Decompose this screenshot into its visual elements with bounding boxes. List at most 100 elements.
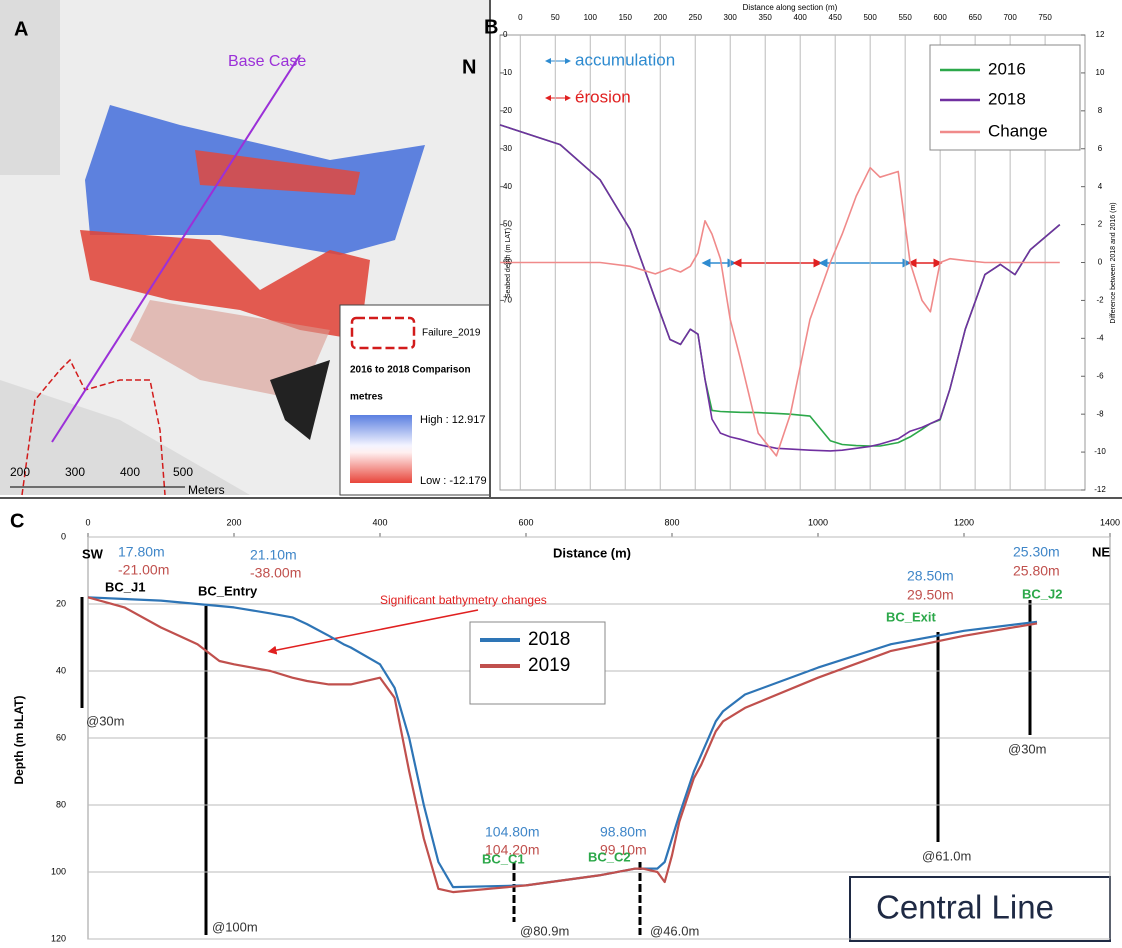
x-tick-label: 0 (518, 13, 523, 22)
legend-low: Low : -12.179 (420, 475, 487, 487)
x-tick-label: 100 (584, 13, 598, 22)
annotation: 25.80m (1013, 563, 1060, 579)
series-line (500, 168, 1060, 456)
x-tick-label: 200 (226, 517, 241, 527)
y2-tick-label: -8 (1096, 409, 1104, 418)
y-tick-label: 10 (503, 68, 512, 77)
annotation: @80.9m (520, 923, 569, 938)
y2-tick-label: -10 (1094, 447, 1106, 456)
annotation: SW (82, 546, 104, 561)
x-tick-label: 0 (85, 517, 90, 527)
legend-label: 2019 (528, 655, 570, 676)
legend-label: 2016 (988, 59, 1026, 78)
x-tick-label: 300 (724, 13, 738, 22)
y2-tick-label: 6 (1098, 144, 1103, 153)
y2-tick-label: 2 (1098, 220, 1103, 229)
y2-axis-label: Difference between 2018 and 2016 (m) (1110, 202, 1117, 323)
x-tick-label: 450 (829, 13, 843, 22)
legend-unit: metres (350, 392, 383, 403)
x-tick-label: 350 (759, 13, 773, 22)
y-tick-label: 0 (61, 531, 66, 541)
annotation: érosion (575, 87, 631, 106)
y-tick-label: 40 (503, 182, 512, 191)
y-tick-label: 20 (56, 598, 66, 608)
legend-label: Change (988, 121, 1048, 140)
x-tick-label: 550 (898, 13, 912, 22)
y2-tick-label: 10 (1096, 68, 1105, 77)
y2-tick-label: 4 (1098, 182, 1103, 191)
legend-label: 2018 (988, 89, 1026, 108)
y2-tick-label: -12 (1094, 485, 1106, 494)
x-tick-label: 1200 (954, 517, 974, 527)
north-arrow: N (462, 56, 476, 78)
annotation: BC_J2 (1022, 586, 1062, 601)
annotation: 29.50m (907, 587, 954, 603)
legend-high: High : 12.917 (420, 414, 485, 426)
annotation: 25.30m (1013, 544, 1060, 560)
y-axis-label: Depth (m bLAT) (12, 695, 26, 784)
annotation: accumulation (575, 50, 675, 69)
panel-label: A (14, 18, 28, 40)
annotation: @30m (1008, 741, 1047, 756)
x-axis-label: Distance along section (m) (743, 3, 838, 12)
x-tick-label: 200 (654, 13, 668, 22)
x-tick-label: 750 (1038, 13, 1052, 22)
y-tick-label: 30 (503, 144, 512, 153)
annotation: @61.0m (922, 848, 971, 863)
x-tick-label: 400 (372, 517, 387, 527)
scale-unit: Meters (188, 483, 225, 497)
x-tick-label: 50 (551, 13, 560, 22)
y-tick-label: 20 (503, 106, 512, 115)
y2-tick-label: 12 (1096, 30, 1105, 39)
y-tick-label: 50 (503, 220, 512, 229)
annotation: BC_J1 (105, 579, 145, 594)
scale-label: 400 (120, 465, 140, 479)
color-ramp (350, 415, 412, 483)
x-tick-label: 250 (689, 13, 703, 22)
y-tick-label: 60 (56, 732, 66, 742)
scale-label: 500 (173, 465, 193, 479)
y-tick-label: 120 (51, 933, 66, 943)
y2-tick-label: -2 (1096, 296, 1104, 305)
x-tick-label: 150 (619, 13, 633, 22)
x-tick-label: 1000 (808, 517, 828, 527)
annotation: NE (1092, 544, 1110, 559)
annotation: 21.10m (250, 547, 297, 563)
series-line (500, 125, 1060, 451)
annotation: 104.80m (485, 824, 539, 840)
y-tick-label: 100 (51, 866, 66, 876)
y2-tick-label: 8 (1098, 106, 1103, 115)
legend-label: Failure_2019 (422, 328, 481, 339)
annotation: Significant bathymetry changes (380, 593, 547, 607)
y-tick-label: 80 (56, 799, 66, 809)
x-tick-label: 600 (518, 517, 533, 527)
annotation: BC_C2 (588, 849, 631, 864)
panel-label: B (484, 16, 498, 38)
annotation: 17.80m (118, 544, 165, 560)
legend-label: 2018 (528, 629, 570, 650)
section-label: Base Case (228, 53, 306, 70)
map-panel: Base Case N 200 300 400 500 Meters Failu… (0, 0, 490, 497)
y2-tick-label: -4 (1096, 333, 1104, 342)
x-tick-label: 400 (794, 13, 808, 22)
x-tick-label: 800 (664, 517, 679, 527)
scale-label: 300 (65, 465, 85, 479)
annotation: 28.50m (907, 568, 954, 584)
scale-label: 200 (10, 465, 30, 479)
x-tick-label: 500 (863, 13, 877, 22)
annotation: @30m (86, 713, 125, 728)
x-tick-label: 650 (968, 13, 982, 22)
annotation: BC_Entry (198, 583, 258, 598)
x-tick-label: 600 (933, 13, 947, 22)
annotation-arrow (272, 610, 478, 651)
annotation: BC_Exit (886, 609, 937, 624)
annotation: -21.00m (118, 562, 169, 578)
y2-tick-label: -6 (1096, 371, 1104, 380)
annotation: @46.0m (650, 923, 699, 938)
annotation: Central Line (876, 889, 1054, 926)
x-tick-label: 1400 (1100, 517, 1120, 527)
annotation: BC_C1 (482, 851, 525, 866)
y2-tick-label: 0 (1098, 258, 1103, 267)
y-tick-label: 40 (56, 665, 66, 675)
x-axis-label: Distance (m) (553, 545, 631, 560)
